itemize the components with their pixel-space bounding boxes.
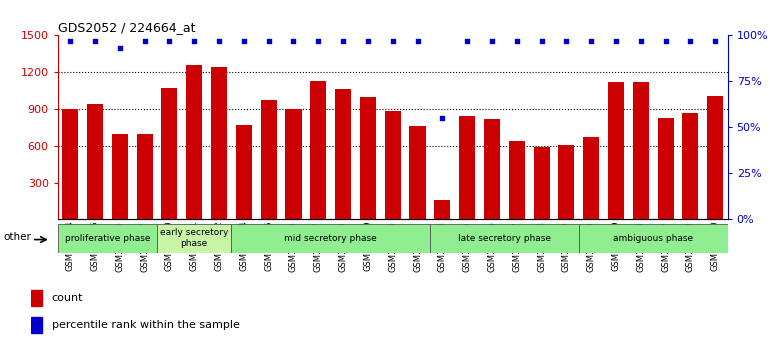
Point bbox=[337, 38, 350, 44]
Point bbox=[238, 38, 250, 44]
Point bbox=[387, 38, 399, 44]
Text: GDS2052 / 224664_at: GDS2052 / 224664_at bbox=[58, 21, 196, 34]
Bar bbox=[707, 96, 723, 219]
Point bbox=[213, 38, 225, 44]
Bar bbox=[583, 137, 599, 219]
Point bbox=[585, 38, 598, 44]
Bar bbox=[58, 224, 157, 252]
Point bbox=[263, 38, 275, 44]
Point bbox=[188, 38, 200, 44]
Bar bbox=[558, 145, 574, 219]
Bar bbox=[385, 112, 400, 219]
Point bbox=[362, 38, 374, 44]
Point bbox=[163, 38, 176, 44]
Point bbox=[486, 38, 498, 44]
Bar bbox=[87, 104, 103, 219]
Bar bbox=[31, 290, 42, 306]
Bar bbox=[236, 125, 252, 219]
Text: ambiguous phase: ambiguous phase bbox=[613, 234, 693, 242]
Point bbox=[685, 38, 697, 44]
Bar bbox=[360, 97, 376, 219]
Bar bbox=[434, 200, 450, 219]
Bar bbox=[534, 147, 550, 219]
Point bbox=[436, 115, 448, 121]
Point bbox=[709, 38, 721, 44]
Bar bbox=[232, 224, 430, 252]
Bar bbox=[682, 113, 698, 219]
Bar bbox=[459, 116, 475, 219]
Bar bbox=[31, 317, 42, 333]
Point bbox=[535, 38, 547, 44]
Bar bbox=[211, 67, 227, 219]
Bar bbox=[430, 224, 579, 252]
Text: proliferative phase: proliferative phase bbox=[65, 234, 150, 242]
Point bbox=[287, 38, 300, 44]
Bar bbox=[658, 118, 674, 219]
Bar bbox=[509, 141, 525, 219]
Point bbox=[659, 38, 671, 44]
Point bbox=[312, 38, 324, 44]
Bar bbox=[62, 109, 79, 219]
Bar bbox=[310, 81, 326, 219]
Text: other: other bbox=[3, 232, 31, 241]
Point bbox=[89, 38, 101, 44]
Point bbox=[511, 38, 523, 44]
Bar bbox=[162, 88, 177, 219]
Point bbox=[461, 38, 474, 44]
Bar bbox=[633, 82, 649, 219]
Point bbox=[561, 38, 573, 44]
Text: percentile rank within the sample: percentile rank within the sample bbox=[52, 320, 239, 330]
Bar bbox=[484, 119, 500, 219]
Bar bbox=[186, 65, 203, 219]
Text: mid secretory phase: mid secretory phase bbox=[284, 234, 377, 242]
Text: count: count bbox=[52, 293, 83, 303]
Point bbox=[610, 38, 622, 44]
Point bbox=[411, 38, 424, 44]
Text: late secretory phase: late secretory phase bbox=[458, 234, 551, 242]
Bar bbox=[136, 133, 152, 219]
Point bbox=[114, 45, 126, 51]
Bar bbox=[157, 224, 232, 252]
Bar bbox=[410, 126, 426, 219]
Point bbox=[634, 38, 647, 44]
Bar bbox=[579, 224, 728, 252]
Bar bbox=[608, 82, 624, 219]
Text: early secretory
phase: early secretory phase bbox=[160, 228, 229, 248]
Point bbox=[139, 38, 151, 44]
Bar bbox=[260, 101, 276, 219]
Bar bbox=[286, 109, 302, 219]
Bar bbox=[112, 133, 128, 219]
Bar bbox=[335, 90, 351, 219]
Point bbox=[64, 38, 76, 44]
